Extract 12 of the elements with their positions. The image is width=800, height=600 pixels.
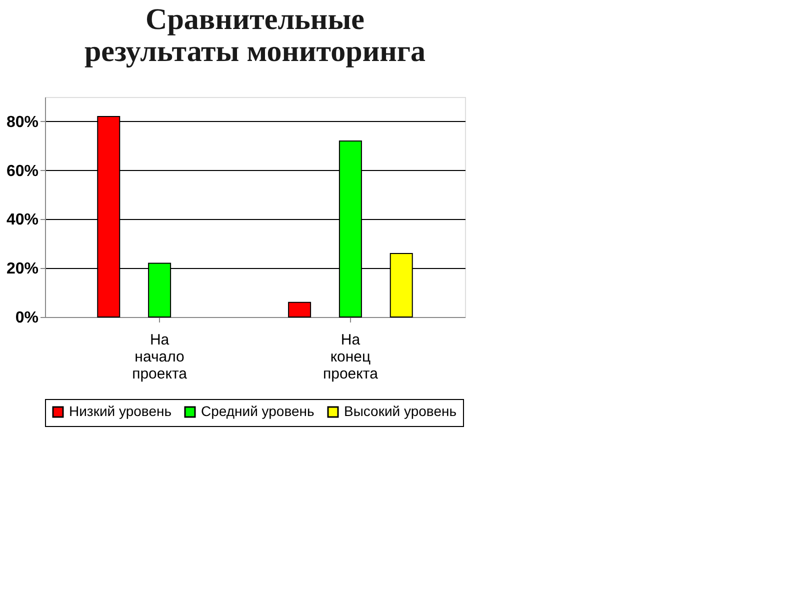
- y-tick-label: 20%: [6, 260, 38, 278]
- legend-label: Высокий уровень: [344, 403, 457, 419]
- x-tick-label: На начало проекта: [132, 332, 188, 382]
- bar: [288, 302, 312, 318]
- y-tick-label: 80%: [6, 114, 38, 131]
- y-tick-label: 40%: [6, 212, 38, 229]
- chart-title: Сравнительные результаты мониторинга: [84, 3, 426, 68]
- y-tick-label: 60%: [6, 162, 38, 180]
- y-tick-label: 0%: [15, 310, 38, 326]
- legend-label: Низкий уровень: [69, 403, 172, 419]
- x-tick-label: На конец проекта: [322, 332, 379, 382]
- legend-label: Средний уровень: [201, 403, 314, 419]
